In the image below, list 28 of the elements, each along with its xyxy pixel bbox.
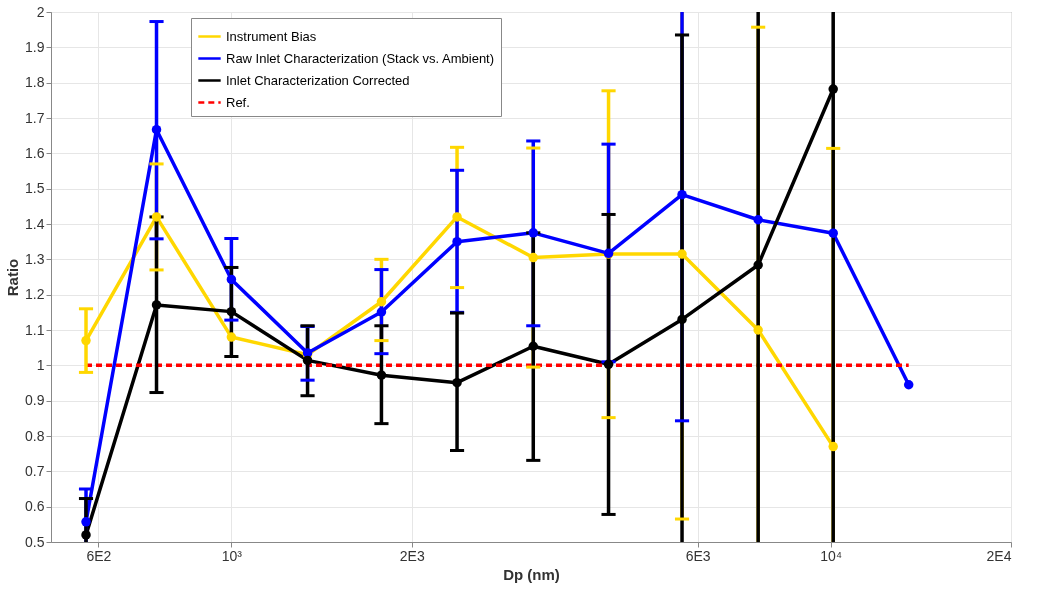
y-tick-label: 1.6 [25,144,45,161]
x-tick-label: 10⁴ [820,547,842,564]
y-tick-label: 1.5 [25,180,45,197]
y-tick-label: 0.8 [25,427,45,444]
y-tick-label: 1 [36,356,45,373]
y-tick-label: 0.6 [25,498,45,515]
legend-label: Instrument Bias [226,28,317,44]
y-tick-label: 1.9 [25,38,45,55]
y-tick-label: 1.4 [25,215,45,232]
x-tick-label: 10³ [221,547,243,564]
x-tick-label: 2E4 [986,547,1012,564]
x-tick-label: 2E3 [399,547,425,564]
legend-label: Ref. [226,94,250,110]
y-tick-label: 1.3 [25,250,45,267]
legend-label: Raw Inlet Characterization (Stack vs. Ambient) [226,50,495,66]
x-tick-label: 6E3 [685,547,711,564]
y-tick-label: 0.9 [25,392,45,409]
y-tick-label: 1.7 [25,109,45,126]
y-tick-label: 2 [36,3,45,20]
y-tick-label: 0.7 [25,462,45,479]
x-tick-label: 6E2 [86,547,112,564]
x-axis-title: Dp (nm) [503,565,560,583]
legend-label: Inlet Characterization Corrected [226,72,410,88]
y-tick-label: 1.1 [25,321,45,338]
y-tick-label: 1.8 [25,74,45,91]
y-axis-title: Ratio [4,258,22,297]
y-tick-label: 1.2 [25,286,45,303]
y-tick-label: 0.5 [25,533,45,550]
